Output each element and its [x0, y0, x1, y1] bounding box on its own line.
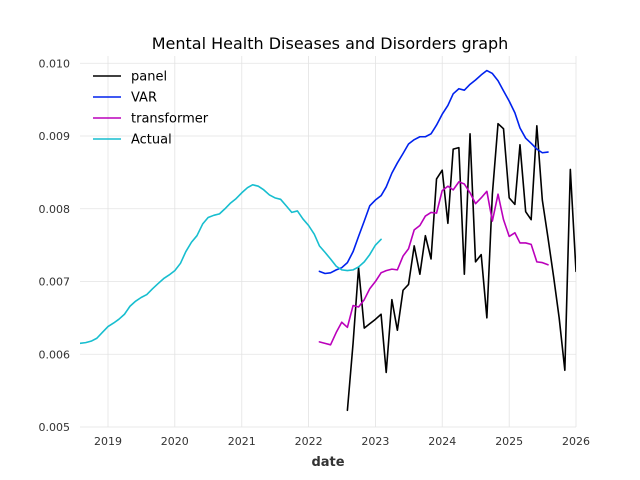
grid	[80, 56, 577, 428]
legend-label: Actual	[131, 133, 172, 148]
x-tick-label: 2023	[361, 435, 389, 448]
x-tick-label: 2025	[495, 435, 523, 448]
y-tick-label: 0.007	[39, 276, 71, 289]
y-tick-label: 0.008	[39, 203, 71, 216]
legend: panel VAR transformer Actual	[93, 70, 209, 148]
x-tick-label: 2022	[295, 435, 323, 448]
series-line-actual	[80, 183, 382, 345]
chart-title: Mental Health Diseases and Disorders gra…	[152, 34, 509, 53]
y-tick-label: 0.006	[39, 348, 71, 361]
y-tick-label: 0.009	[39, 130, 71, 143]
x-tick-label: 2024	[428, 435, 456, 448]
y-tick-label: 0.010	[39, 57, 71, 70]
legend-label: VAR	[131, 91, 157, 106]
y-tick-label: 0.005	[39, 421, 71, 434]
x-tick-label: 2026	[562, 435, 590, 448]
y-axis-ticks: 0.005 0.006 0.007 0.008 0.009 0.010	[39, 57, 71, 434]
series-line-var	[318, 69, 549, 275]
series-line-panel	[346, 122, 576, 412]
x-tick-label: 2020	[161, 435, 189, 448]
legend-label: panel	[131, 70, 167, 85]
x-axis-ticks: 2019 2020 2021 2022 2023 2024 2025 2026	[94, 435, 590, 448]
series-lines	[80, 69, 576, 412]
series-line-transformer	[318, 181, 549, 346]
x-tick-label: 2019	[94, 435, 122, 448]
x-axis-label: date	[311, 455, 344, 470]
legend-label: transformer	[131, 112, 209, 127]
x-tick-label: 2021	[228, 435, 256, 448]
